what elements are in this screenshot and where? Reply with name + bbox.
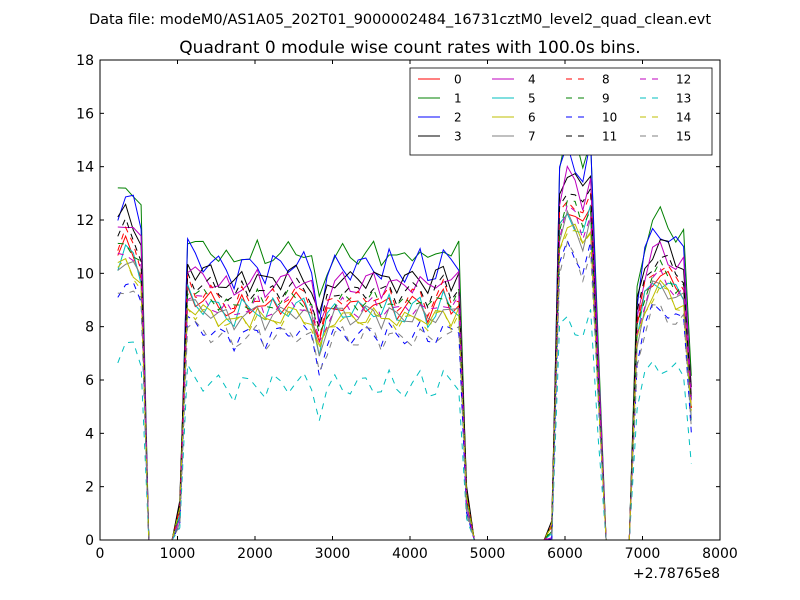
ticks-layer: 0 1000 2000 3000 4000 5000 6000 7000 80000246810…	[76, 53, 738, 562]
series-line-0	[117, 205, 692, 541]
y-tick-label: 4	[85, 426, 94, 442]
legend-label-15: 15	[676, 130, 691, 144]
x-tick-label: 0	[96, 546, 105, 562]
y-tick-label: 14	[76, 160, 94, 176]
series-line-14	[117, 229, 692, 541]
figure-suptitle: Data file: modeM0/AS1A05_202T01_90000024…	[89, 12, 711, 28]
legend-label-0: 0	[454, 73, 462, 87]
series-line-11	[117, 186, 692, 541]
x-tick-label: 8000	[702, 546, 738, 562]
x-tick-label: 5000	[470, 546, 506, 562]
legend-label-10: 10	[602, 111, 617, 125]
series-line-13	[117, 309, 692, 541]
x-tick-label: 3000	[315, 546, 351, 562]
legend-label-5: 5	[528, 92, 536, 106]
y-tick-label: 8	[85, 320, 94, 336]
series-line-4	[117, 164, 692, 541]
legend-label-7: 7	[528, 130, 536, 144]
series-line-12	[117, 203, 692, 541]
series-line-3	[117, 172, 692, 541]
legend-label-14: 14	[676, 111, 691, 125]
y-tick-label: 6	[85, 373, 94, 389]
series-layer	[117, 128, 692, 541]
legend-box	[409, 67, 713, 156]
y-tick-label: 12	[76, 213, 94, 229]
series-line-5	[117, 204, 692, 541]
legend-label-9: 9	[602, 92, 610, 106]
series-line-9	[117, 200, 692, 541]
y-tick-label: 0	[85, 533, 94, 549]
legend-label-4: 4	[528, 73, 536, 87]
legend-label-3: 3	[454, 130, 462, 144]
legend-label-13: 13	[676, 92, 691, 106]
y-tick-label: 10	[76, 266, 94, 282]
chart-title: Quadrant 0 module wise count rates with …	[179, 38, 640, 58]
legend-label-11: 11	[602, 130, 617, 144]
legend-label-6: 6	[528, 111, 536, 125]
x-tick-label: 4000	[392, 546, 428, 562]
y-tick-label: 16	[76, 106, 94, 122]
series-line-7	[117, 209, 692, 541]
y-tick-label: 2	[85, 480, 94, 496]
x-tick-label: 1000	[160, 546, 196, 562]
legend-label-12: 12	[676, 73, 691, 87]
series-line-8	[117, 193, 692, 541]
x-tick-label: 2000	[237, 546, 273, 562]
legend-label-8: 8	[602, 73, 610, 87]
series-line-10	[117, 239, 692, 541]
x-axis-offset-label: +2.78765e8	[633, 566, 720, 582]
legend-label-1: 1	[454, 92, 462, 106]
series-line-2	[117, 140, 692, 541]
y-tick-label: 18	[76, 53, 94, 69]
x-tick-label: 7000	[625, 546, 661, 562]
legend-label-2: 2	[454, 111, 462, 125]
x-tick-label: 6000	[547, 546, 583, 562]
